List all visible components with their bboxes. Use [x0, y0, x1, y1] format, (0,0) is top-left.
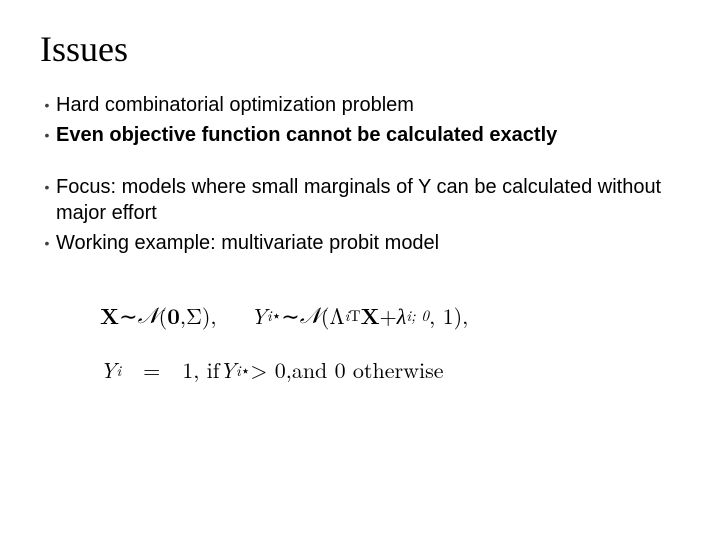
- math-sym: Λ: [329, 292, 344, 340]
- bullet-text: Hard combinatorial optimization problem: [56, 92, 680, 118]
- math-sym: 1, if: [182, 346, 219, 394]
- slide: Issues • Hard combinatorial optimization…: [0, 0, 720, 540]
- math-sym: =: [143, 346, 160, 394]
- slide-title: Issues: [40, 28, 680, 70]
- math-sym: and 0 otherwise: [292, 346, 444, 394]
- math-block: X ∼ 𝒩 ( 0 , Σ ), Y i ⋆ ∼ 𝒩 ( Λ i T X + λ…: [40, 292, 680, 395]
- bullet-icon: •: [40, 174, 54, 200]
- math-sym: ∼: [119, 292, 137, 340]
- bullet-icon: •: [40, 122, 54, 148]
- math-sub: i: [116, 354, 121, 388]
- bullet-text: Even objective function cannot be calcul…: [56, 122, 680, 148]
- math-sym: > 0,: [250, 346, 292, 394]
- bullet-text: Working example: multivariate probit mod…: [56, 230, 680, 256]
- math-sym: ∼: [281, 292, 299, 340]
- math-line-2: Y i = 1, if Y i ⋆ > 0, and 0 otherwise: [100, 346, 680, 394]
- math-sym: Y: [251, 292, 267, 340]
- math-sup: ⋆: [241, 354, 251, 388]
- math-sym: Y: [220, 346, 236, 394]
- bullet-item: • Working example: multivariate probit m…: [40, 230, 680, 256]
- math-sym: (: [321, 292, 330, 340]
- math-sym: X: [361, 292, 380, 340]
- math-sup: ⋆: [272, 299, 282, 333]
- math-sym: 0: [167, 292, 180, 340]
- math-sym: ),: [202, 292, 217, 340]
- bullet-group-2: • Focus: models where small marginals of…: [40, 174, 680, 256]
- math-line-1: X ∼ 𝒩 ( 0 , Σ ), Y i ⋆ ∼ 𝒩 ( Λ i T X + λ…: [100, 292, 680, 340]
- bullet-item: • Hard combinatorial optimization proble…: [40, 92, 680, 118]
- math-sym: X: [100, 292, 119, 340]
- bullet-text: Focus: models where small marginals of Y…: [56, 174, 680, 226]
- bullet-item: • Even objective function cannot be calc…: [40, 122, 680, 148]
- bullet-icon: •: [40, 230, 54, 256]
- math-sym: 𝒩: [300, 292, 321, 340]
- math-sym: Y: [100, 346, 116, 394]
- math-sym: λ: [397, 292, 407, 340]
- math-sym: (: [159, 292, 168, 340]
- math-sym: , 1),: [429, 292, 468, 340]
- math-sym: Σ: [186, 292, 202, 340]
- math-sub: i; 0: [406, 299, 429, 333]
- math-sym: 𝒩: [138, 292, 159, 340]
- bullet-group-1: • Hard combinatorial optimization proble…: [40, 92, 680, 148]
- bullet-icon: •: [40, 92, 54, 118]
- math-sym: +: [380, 292, 397, 340]
- bullet-item: • Focus: models where small marginals of…: [40, 174, 680, 226]
- math-sup: T: [349, 299, 360, 333]
